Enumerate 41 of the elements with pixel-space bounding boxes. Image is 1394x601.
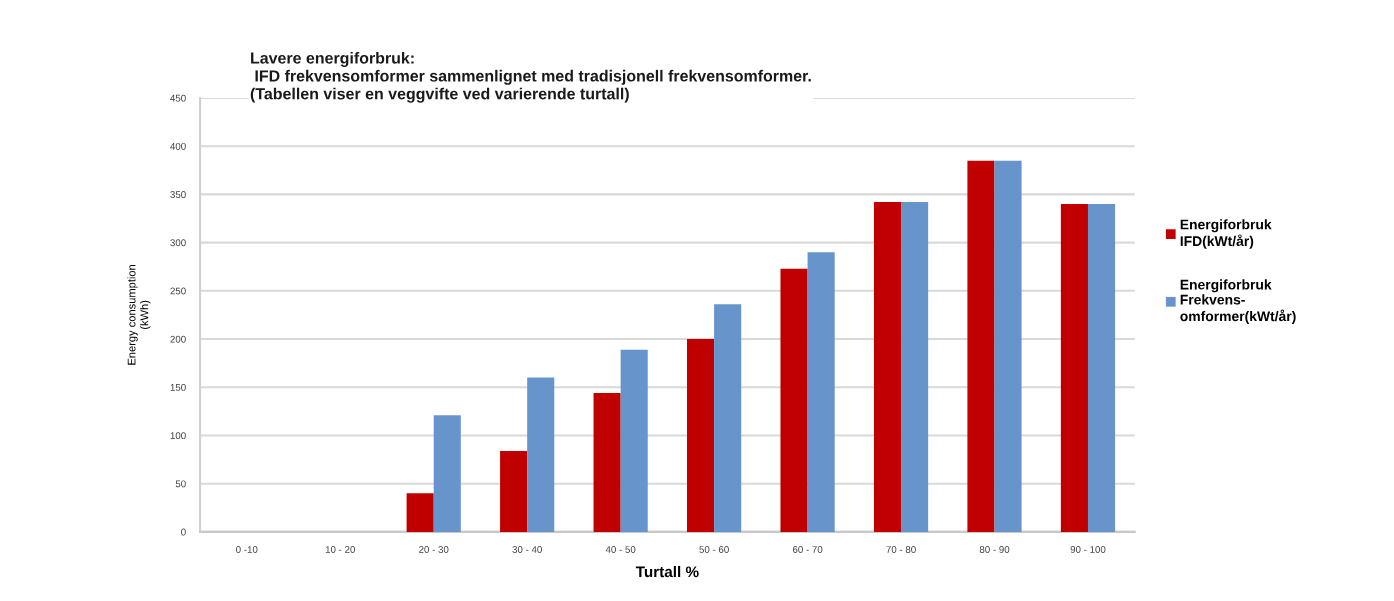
legend-label: Energiforbruk Frekvens- omformer(kWt/år) <box>1180 279 1296 324</box>
x-tick-label: 90 - 100 <box>1070 546 1106 553</box>
bar <box>593 393 621 532</box>
y-tick-label: 400 <box>170 142 186 150</box>
x-tick-label: 80 - 90 <box>979 546 1010 553</box>
bar <box>901 202 929 532</box>
x-tick-label: 30 - 40 <box>512 546 542 553</box>
y-axis-title: Energy consumption (kWh) <box>127 265 151 365</box>
bar <box>780 268 808 532</box>
y-tick-label: 350 <box>170 191 186 199</box>
bar <box>1087 204 1116 532</box>
bar <box>433 415 461 532</box>
bar <box>994 160 1022 532</box>
bar <box>807 252 835 532</box>
x-tick-label: 40 - 50 <box>605 546 636 553</box>
x-tick-label: 0 -10 <box>236 546 258 553</box>
y-tick-label: 0 <box>181 528 186 536</box>
y-tick-label: 300 <box>170 239 186 247</box>
bar <box>967 160 995 532</box>
bar <box>620 349 648 532</box>
chart-title: Lavere energiforbruk: IFD frekvensomformer sammenlignet med tradisjonell frekvensomformer. (Tabellen viser en veggvifte ved varierende turtall) <box>250 52 811 103</box>
bar <box>714 304 742 532</box>
x-tick-label: 60 - 70 <box>792 546 823 553</box>
x-axis-title: Turtall % <box>635 565 699 578</box>
bar <box>406 493 434 532</box>
x-tick-label: 20 - 30 <box>419 546 449 553</box>
x-tick-label: 70 - 80 <box>886 546 916 553</box>
y-tick-label: 250 <box>170 287 186 295</box>
legend-label: Energiforbruk IFD(kWt/år) <box>1180 219 1272 249</box>
bar <box>527 377 555 532</box>
x-tick-label: 10 - 20 <box>325 546 355 553</box>
bar <box>687 339 715 532</box>
y-tick-label: 50 <box>175 480 186 488</box>
bar <box>500 450 528 532</box>
y-tick-label: 200 <box>170 335 186 343</box>
bar <box>1060 204 1088 532</box>
y-tick-label: 450 <box>170 94 186 102</box>
bar <box>873 202 902 532</box>
y-tick-label: 150 <box>170 383 186 391</box>
x-tick-label: 50 - 60 <box>699 546 729 553</box>
y-tick-label: 100 <box>170 432 186 440</box>
